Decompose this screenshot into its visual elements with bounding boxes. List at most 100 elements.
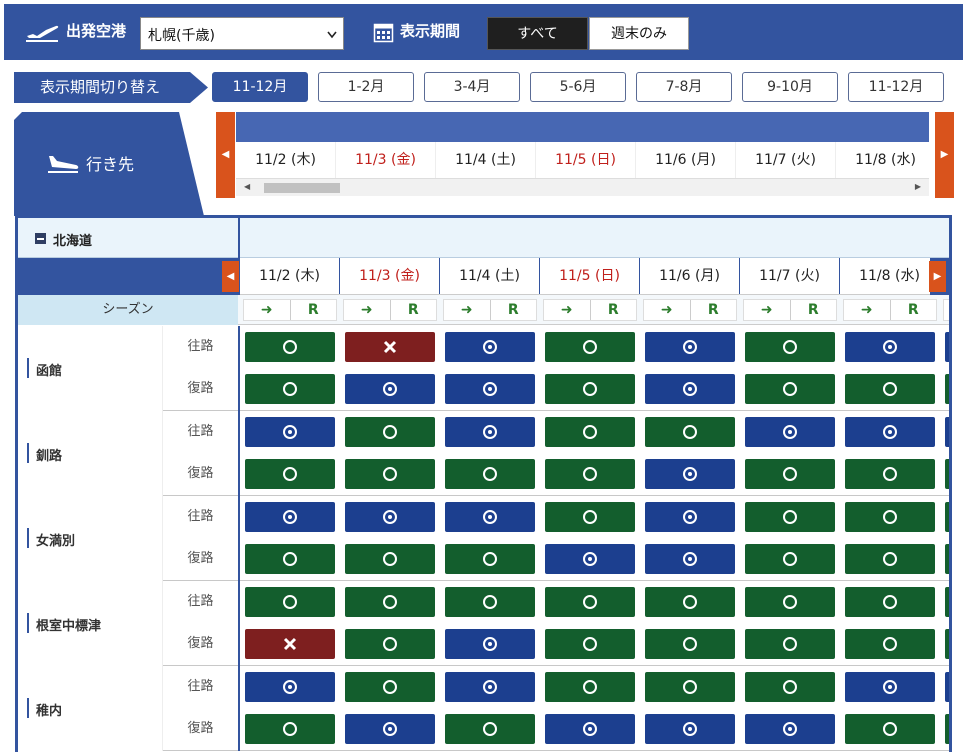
availability-cell[interactable]	[440, 453, 540, 495]
month-tab-4[interactable]: 5-6月	[530, 72, 626, 102]
availability-cell[interactable]	[740, 411, 840, 453]
availability-cell[interactable]	[440, 496, 540, 538]
horizontal-scrollbar[interactable]: ◀ ▶	[236, 178, 929, 196]
availability-cell[interactable]	[740, 666, 840, 708]
availability-cell[interactable]	[840, 411, 940, 453]
availability-cell[interactable]	[640, 623, 740, 665]
availability-cell[interactable]	[940, 623, 949, 665]
collapse-icon[interactable]	[35, 233, 46, 244]
availability-cell[interactable]	[340, 538, 440, 580]
month-tab-5[interactable]: 7-8月	[636, 72, 732, 102]
next-dates-button[interactable]: ▶	[929, 261, 946, 292]
availability-cell[interactable]	[640, 453, 740, 495]
availability-cell[interactable]	[740, 368, 840, 410]
availability-cell[interactable]	[840, 326, 940, 368]
availability-cell[interactable]	[840, 666, 940, 708]
availability-cell[interactable]	[840, 496, 940, 538]
availability-cell[interactable]	[640, 496, 740, 538]
availability-cell[interactable]	[740, 453, 840, 495]
availability-cell[interactable]	[240, 453, 340, 495]
availability-cell[interactable]	[940, 326, 949, 368]
month-tab-7[interactable]: 11-12月	[848, 72, 944, 102]
availability-cell[interactable]	[940, 538, 949, 580]
availability-cell[interactable]	[440, 368, 540, 410]
availability-cell[interactable]	[940, 368, 949, 410]
availability-cell[interactable]	[240, 708, 340, 750]
scrollbar-thumb[interactable]	[264, 183, 340, 193]
availability-cell[interactable]	[540, 496, 640, 538]
availability-cell[interactable]	[240, 623, 340, 665]
month-tab-2[interactable]: 1-2月	[318, 72, 414, 102]
availability-cell[interactable]	[540, 708, 640, 750]
availability-cell[interactable]	[340, 326, 440, 368]
availability-cell[interactable]	[640, 708, 740, 750]
availability-cell[interactable]	[940, 453, 949, 495]
availability-cell[interactable]	[340, 623, 440, 665]
availability-cell[interactable]	[340, 411, 440, 453]
availability-cell[interactable]	[540, 326, 640, 368]
availability-cell[interactable]	[640, 326, 740, 368]
availability-cell[interactable]	[640, 538, 740, 580]
region-header[interactable]: 北海道	[18, 218, 949, 258]
availability-cell[interactable]	[340, 581, 440, 623]
month-tab-1[interactable]: 11-12月	[212, 72, 308, 102]
availability-cell[interactable]	[240, 411, 340, 453]
scroll-right-button[interactable]: ▶	[935, 112, 954, 198]
availability-cell[interactable]	[940, 581, 949, 623]
availability-cell[interactable]	[240, 538, 340, 580]
availability-cell[interactable]	[740, 581, 840, 623]
availability-cell[interactable]	[440, 581, 540, 623]
availability-cell[interactable]	[340, 453, 440, 495]
availability-cell[interactable]	[440, 326, 540, 368]
availability-cell[interactable]	[640, 581, 740, 623]
availability-cell[interactable]	[940, 666, 949, 708]
availability-cell[interactable]	[340, 496, 440, 538]
availability-cell[interactable]	[840, 708, 940, 750]
availability-cell[interactable]	[740, 623, 840, 665]
availability-cell[interactable]	[740, 326, 840, 368]
availability-cell[interactable]	[840, 581, 940, 623]
availability-cell[interactable]	[840, 453, 940, 495]
availability-cell[interactable]	[440, 623, 540, 665]
availability-cell[interactable]	[540, 538, 640, 580]
availability-cell[interactable]	[240, 326, 340, 368]
availability-cell[interactable]	[940, 708, 949, 750]
toggle-weekend-button[interactable]: 週末のみ	[589, 17, 689, 50]
availability-cell[interactable]	[640, 666, 740, 708]
availability-cell[interactable]	[740, 538, 840, 580]
availability-cell[interactable]	[540, 453, 640, 495]
availability-cell[interactable]	[740, 708, 840, 750]
availability-cell[interactable]	[340, 666, 440, 708]
availability-cell[interactable]	[840, 538, 940, 580]
availability-cell[interactable]	[640, 368, 740, 410]
scroll-left-button[interactable]: ◀	[216, 112, 235, 198]
availability-cell[interactable]	[740, 496, 840, 538]
availability-cell[interactable]	[540, 623, 640, 665]
availability-cell[interactable]	[540, 581, 640, 623]
availability-cell[interactable]	[940, 411, 949, 453]
availability-cell[interactable]	[540, 368, 640, 410]
availability-cell[interactable]	[440, 708, 540, 750]
month-tab-6[interactable]: 9-10月	[742, 72, 838, 102]
availability-cell[interactable]	[640, 411, 740, 453]
scroll-arrow-left-icon[interactable]: ◀	[244, 182, 251, 191]
scroll-arrow-right-icon[interactable]: ▶	[914, 182, 921, 191]
availability-cell[interactable]	[240, 666, 340, 708]
prev-dates-button[interactable]: ◀	[222, 261, 239, 292]
availability-cell[interactable]	[240, 581, 340, 623]
availability-cell[interactable]	[540, 411, 640, 453]
availability-cell[interactable]	[540, 666, 640, 708]
availability-cell[interactable]	[440, 411, 540, 453]
toggle-all-button[interactable]: すべて	[487, 17, 588, 50]
availability-cell[interactable]	[340, 708, 440, 750]
availability-cell[interactable]	[240, 368, 340, 410]
availability-cell[interactable]	[340, 368, 440, 410]
availability-cell[interactable]	[840, 623, 940, 665]
month-tab-3[interactable]: 3-4月	[424, 72, 520, 102]
availability-cell[interactable]	[840, 368, 940, 410]
availability-cell[interactable]	[440, 666, 540, 708]
availability-cell[interactable]	[940, 496, 949, 538]
availability-cell[interactable]	[440, 538, 540, 580]
departure-airport-select[interactable]: 札幌(千歳)	[140, 17, 344, 50]
availability-cell[interactable]	[240, 496, 340, 538]
